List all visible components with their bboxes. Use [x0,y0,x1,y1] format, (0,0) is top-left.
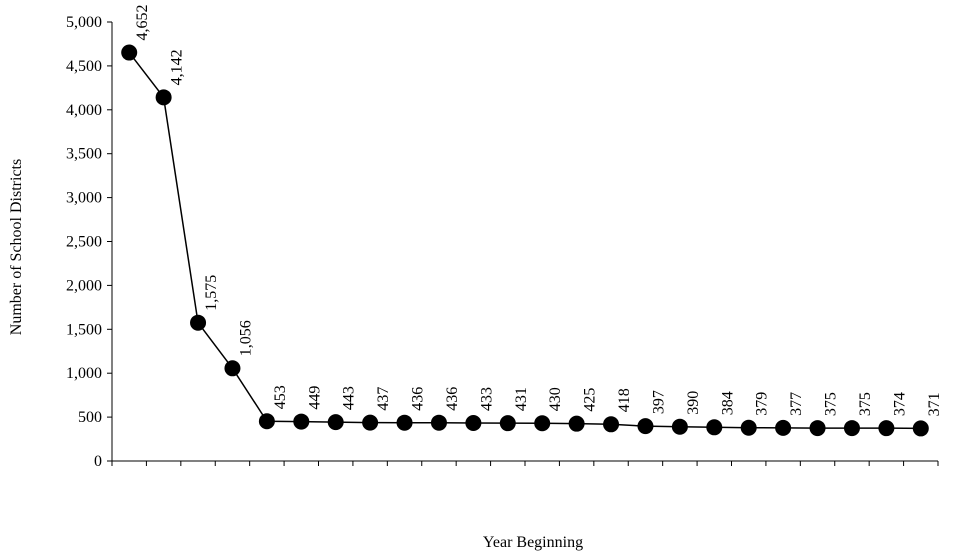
data-label: 4,142 [169,49,186,85]
data-label: 437 [375,387,392,411]
data-point [190,315,206,331]
data-label: 453 [272,385,289,409]
data-point [775,420,791,436]
y-axis-ticks: 0 500 1,000 1,500 2,000 2,500 3,000 3,500 4,000 4… [66,14,112,470]
y-tick-label: 0 [94,453,102,470]
data-label: 375 [823,392,840,416]
data-point [328,414,344,430]
data-label: 443 [341,386,358,410]
data-points [121,45,929,437]
data-label: 449 [306,386,323,410]
x-axis-label: Year Beginning [483,534,583,551]
data-labels: 4,652 4,142 1,575 1,056 453 449 443 437 436 436 43… [134,5,943,417]
x-axis-ticks [112,461,938,466]
data-label: 436 [410,387,427,411]
data-point [569,416,585,432]
data-label: 436 [444,387,461,411]
data-label: 1,575 [203,275,220,311]
data-label: 377 [788,392,805,416]
data-point [362,415,378,431]
y-tick-label: 500 [78,409,102,426]
y-tick-label: 1,500 [66,321,102,338]
data-point [121,45,137,61]
data-label: 418 [616,388,633,412]
data-point [913,420,929,436]
y-tick-label: 4,000 [66,102,102,119]
data-point [637,418,653,434]
data-label: 397 [650,390,667,414]
data-point [706,419,722,435]
data-point [741,420,757,436]
series-line [129,53,921,429]
data-point [397,415,413,431]
data-point [465,415,481,431]
data-label: 431 [513,387,530,411]
data-point [156,89,172,105]
y-tick-label: 2,000 [66,277,102,294]
data-point [431,415,447,431]
data-point [534,415,550,431]
data-point [672,419,688,435]
data-label: 390 [685,391,702,415]
y-tick-label: 4,500 [66,58,102,75]
y-tick-label: 3,500 [66,146,102,163]
data-label: 375 [857,392,874,416]
data-point [844,420,860,436]
data-point [500,415,516,431]
y-tick-label: 3,000 [66,190,102,207]
data-label: 379 [754,392,771,416]
data-point [259,413,275,429]
data-label: 1,056 [237,320,254,356]
data-label: 374 [891,392,908,416]
data-point [293,414,309,430]
data-point [878,420,894,436]
data-label: 430 [547,387,564,411]
data-label: 425 [582,388,599,412]
y-tick-label: 5,000 [66,14,102,31]
data-label: 4,652 [134,5,151,41]
y-tick-label: 2,500 [66,234,102,251]
data-point [810,420,826,436]
data-label: 384 [719,391,736,415]
y-tick-label: 1,000 [66,365,102,382]
data-label: 371 [926,392,943,416]
data-point [603,416,619,432]
data-point [224,360,240,376]
y-axis-label: Number of School Districts [8,159,25,335]
data-label: 433 [478,387,495,411]
